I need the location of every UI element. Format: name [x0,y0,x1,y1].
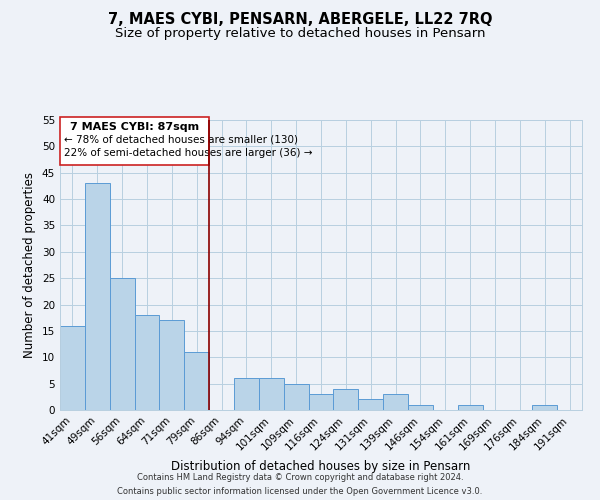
Y-axis label: Number of detached properties: Number of detached properties [23,172,37,358]
Bar [184,352,209,410]
X-axis label: Distribution of detached houses by size in Pensarn: Distribution of detached houses by size … [172,460,470,473]
Bar [60,326,85,410]
Bar [85,184,110,410]
Bar [334,389,358,410]
Bar [134,315,160,410]
Bar [234,378,259,410]
Bar [60,118,209,165]
Bar [358,400,383,410]
Bar [110,278,134,410]
Bar [532,404,557,410]
Text: Contains public sector information licensed under the Open Government Licence v3: Contains public sector information licen… [118,486,482,496]
Bar [458,404,482,410]
Text: 7, MAES CYBI, PENSARN, ABERGELE, LL22 7RQ: 7, MAES CYBI, PENSARN, ABERGELE, LL22 7R… [108,12,492,28]
Bar [284,384,308,410]
Bar [408,404,433,410]
Bar [160,320,184,410]
Text: 7 MAES CYBI: 87sqm: 7 MAES CYBI: 87sqm [70,122,199,132]
Bar [383,394,408,410]
Text: 22% of semi-detached houses are larger (36) →: 22% of semi-detached houses are larger (… [64,148,312,158]
Text: ← 78% of detached houses are smaller (130): ← 78% of detached houses are smaller (13… [64,134,298,144]
Bar [259,378,284,410]
Text: Size of property relative to detached houses in Pensarn: Size of property relative to detached ho… [115,28,485,40]
Bar [308,394,334,410]
Text: Contains HM Land Registry data © Crown copyright and database right 2024.: Contains HM Land Registry data © Crown c… [137,473,463,482]
